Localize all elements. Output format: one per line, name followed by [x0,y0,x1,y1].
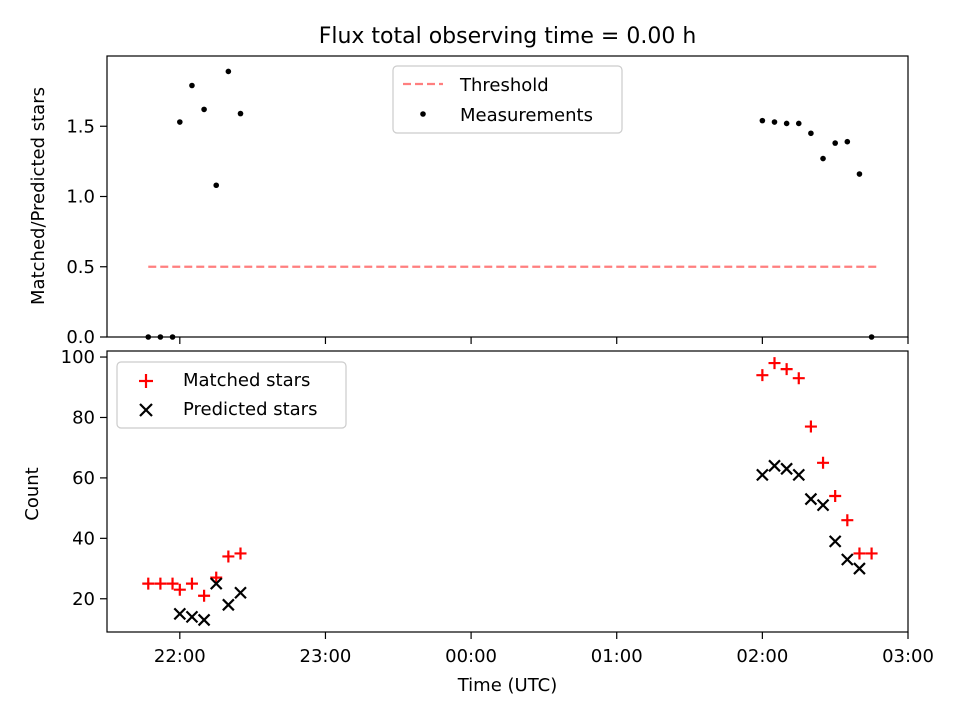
matched-star-point [166,577,179,590]
x-tick-label: 00:00 [445,646,497,667]
matched-star-point [185,577,198,590]
matched-star-point [829,490,842,503]
bottom-plot-frame [106,350,909,633]
predicted-star-point [197,613,211,627]
predicted-star-point [234,586,247,599]
matched-star-point [841,514,854,527]
y-tick-label: 60 [72,468,95,489]
top-y-axis: 0.0 0.5 1.0 1.5 [66,116,107,348]
bottom-panel: 20 40 60 80 100 22:00 23:00 00:00 01:00 02:00 03:… [22,347,934,696]
top-plot-marks [145,68,877,340]
matched-star-point [865,547,878,560]
bottom-y-axis: 20 40 60 80 100 [61,347,107,610]
matched-star-point [142,577,155,590]
predicted-star-point [780,462,793,476]
measurement-point [820,155,826,162]
y-tick-label: 20 [72,589,95,610]
matched-star-point [804,420,817,433]
top-panel: 0.0 0.5 1.0 1.5 Matched/Predicted stars Thr… [28,55,909,348]
y-tick-label: 0.0 [66,327,95,348]
predicted-star-point [209,577,223,590]
measurement-point [189,82,195,89]
x-tick-label: 03:00 [882,646,934,667]
predicted-legend-swatch [139,403,153,417]
matched-star-point [154,577,167,590]
top-x-axis [179,337,909,344]
bottom-legend: Matched stars Predicted stars [116,361,347,429]
measurement-point [771,119,778,125]
measurement-point [213,182,220,189]
bottom-legend-box [116,361,347,429]
predicted-star-point [804,492,818,506]
matched-star-point [792,372,805,385]
matched-legend-swatch [139,374,153,388]
predicted-star-point [841,553,854,566]
y-tick-label: 1.5 [66,116,95,137]
measurements-legend-label: Measurements [460,105,593,126]
predicted-star-point [816,498,830,512]
predicted-star-point [792,468,806,482]
y-tick-label: 0.5 [66,257,95,278]
predicted-star-point [828,535,842,548]
measurement-point [237,110,244,117]
predicted-star-point [222,598,235,612]
matched-star-point [756,369,769,382]
threshold-legend-label: Threshold [459,75,549,96]
matched-star-point [234,547,247,560]
bottom-x-axis: 22:00 23:00 00:00 01:00 02:00 03:00 [154,632,934,667]
measurement-point [225,68,232,75]
measurements-legend-swatch [420,111,426,117]
top-legend: Threshold Measurements [392,65,623,134]
bottom-y-axis-label: Count [22,467,43,520]
top-legend-box [392,65,623,134]
predicted-star-point [185,610,199,624]
x-tick-label: 23:00 [300,646,352,667]
measurement-point [795,120,802,127]
measurement-point [832,140,838,146]
matched-star-point [768,357,781,370]
measurement-point [177,119,183,125]
matched-star-point [222,550,235,563]
matched-legend-label: Matched stars [183,370,310,391]
matched-star-point [173,583,186,596]
measurement-point [201,106,207,113]
top-y-axis-label: Matched/Predicted stars [28,87,49,305]
y-tick-label: 100 [61,347,95,368]
y-tick-label: 1.0 [66,187,95,208]
predicted-star-point [173,607,187,621]
measurement-point [783,120,790,127]
matched-star-point [210,571,223,584]
measurement-point [759,117,766,124]
chart-title: Flux total observing time = 0.00 h [319,24,697,49]
measurement-point [808,130,814,137]
x-tick-label: 02:00 [736,646,788,667]
bottom-plot-marks [142,357,878,627]
matched-star-point [198,589,211,602]
predicted-star-point [853,562,866,575]
y-tick-label: 80 [72,407,95,428]
x-tick-label: 22:00 [154,646,206,667]
matched-star-point [817,456,830,469]
matched-star-point [853,547,866,560]
measurement-point [844,138,851,145]
x-tick-label: 01:00 [591,646,643,667]
predicted-star-point [756,468,769,482]
x-axis-label: Time (UTC) [457,675,558,696]
y-tick-label: 40 [72,528,95,549]
matched-star-point [780,363,793,376]
predicted-legend-label: Predicted stars [183,399,317,420]
measurement-point [856,171,863,177]
predicted-star-point [768,459,781,473]
